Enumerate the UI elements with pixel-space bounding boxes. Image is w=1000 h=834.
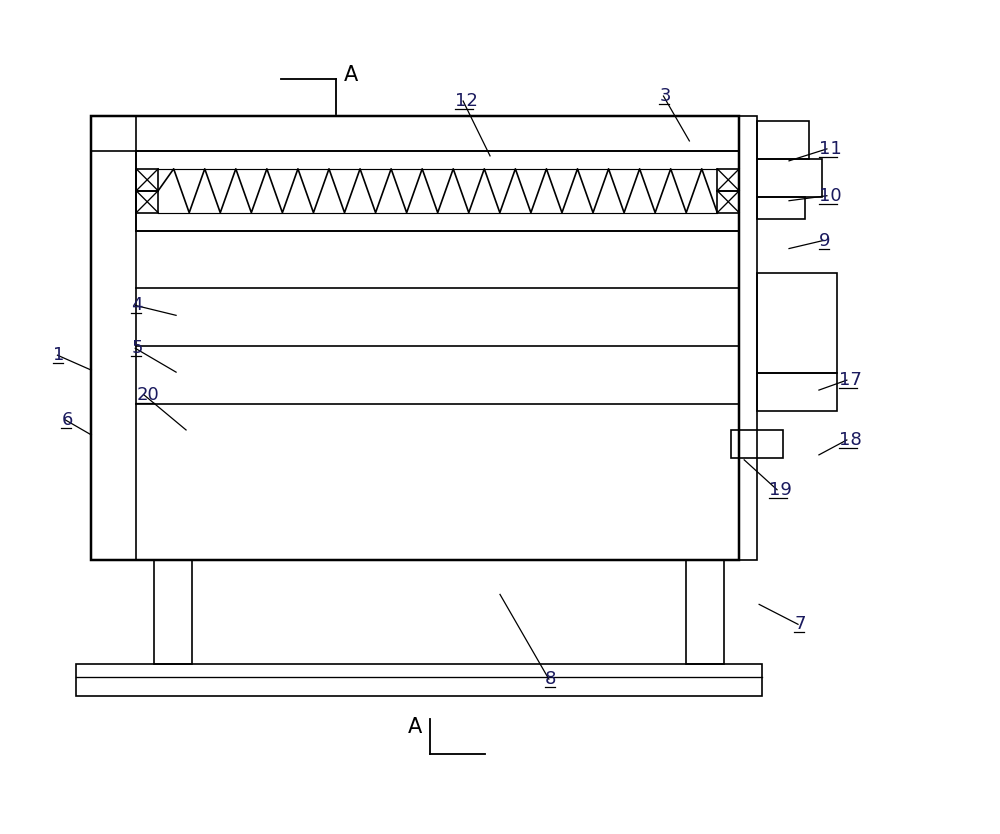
Text: 3: 3 [659,87,671,105]
Text: 12: 12 [455,92,478,110]
Bar [757,274,837,373]
Bar [136,191,158,213]
Bar [717,191,739,213]
Text: 20: 20 [136,386,159,404]
Text: 8: 8 [545,671,556,688]
Text: 10: 10 [819,187,842,204]
Bar [731,430,783,458]
Text: 6: 6 [61,411,73,429]
Bar [136,168,158,191]
Text: 11: 11 [819,140,842,158]
Bar [76,664,762,696]
Bar [757,158,822,197]
Bar [717,168,739,191]
Bar [91,116,739,151]
Text: 18: 18 [839,431,862,449]
Text: 19: 19 [769,480,792,499]
Text: 4: 4 [131,296,143,314]
Text: A: A [408,717,422,737]
Text: 17: 17 [839,371,862,389]
Bar [757,197,805,219]
Text: 5: 5 [131,339,143,357]
Bar [154,560,192,664]
Text: 9: 9 [819,232,830,249]
Text: 7: 7 [794,615,806,633]
Bar [91,116,136,560]
Bar [91,116,739,560]
Bar [757,373,837,411]
Bar [739,116,757,560]
Bar [757,121,809,158]
Text: A: A [344,65,358,85]
Bar [136,151,739,231]
Bar [686,560,724,664]
Text: 1: 1 [53,346,65,364]
